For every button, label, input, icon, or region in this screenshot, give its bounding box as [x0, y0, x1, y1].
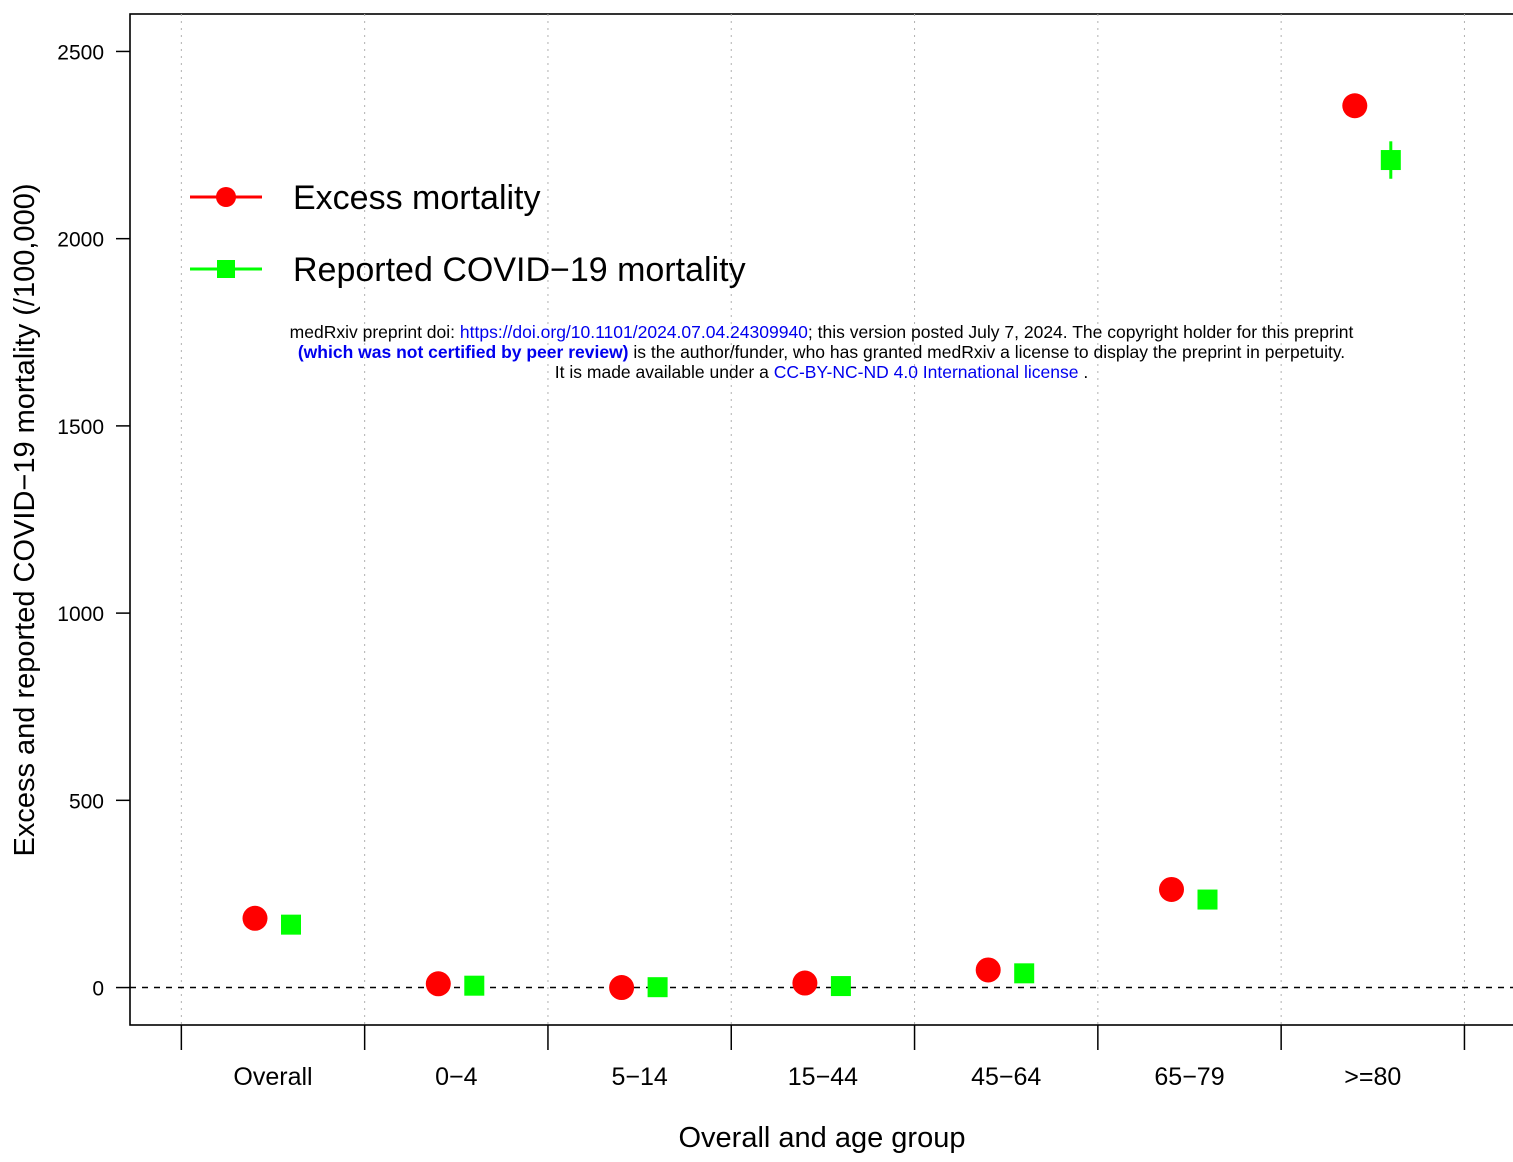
watermark-license-prefix: It is made available under a [554, 362, 774, 382]
excess-mortality-point [242, 905, 268, 931]
plot-frame [129, 13, 1513, 1026]
excess-mortality-point [425, 971, 451, 997]
x-tick-label: Overall [233, 1063, 312, 1091]
x-tick-label: 5−14 [611, 1063, 667, 1091]
legend-marker-reported [217, 260, 235, 278]
legend-label-excess: Excess mortality [293, 179, 541, 217]
y-tick-label: 0 [92, 978, 104, 1001]
x-tick-label: 15−44 [788, 1063, 858, 1091]
x-axis: Overall 0−4 5−14 15−44 45−64 65−79 >=80 [180, 1025, 1466, 1091]
watermark-license-link[interactable]: CC-BY-NC-ND 4.0 International license [773, 362, 1079, 382]
watermark-license-suffix: . [1078, 362, 1089, 382]
reported-mortality-point [464, 975, 485, 996]
watermark-peer-review-note: (which was not certified by peer review) [297, 342, 629, 362]
excess-mortality-point [975, 957, 1001, 983]
y-tick-label: 1000 [57, 603, 104, 626]
watermark-doi-prefix: medRxiv preprint doi: [289, 322, 460, 342]
data-series [242, 93, 1401, 1001]
watermark-license-text: is the author/funder, who has granted me… [628, 342, 1346, 362]
reported-mortality-point [1014, 963, 1035, 984]
excess-mortality-point [609, 975, 635, 1001]
y-axis-label: Excess and reported COVID−19 mortality (… [9, 184, 41, 857]
preprint-watermark: medRxiv preprint doi: https://doi.org/10… [130, 322, 1513, 382]
x-axis-label: Overall and age group [679, 1122, 966, 1154]
x-tick-label: 45−64 [971, 1063, 1041, 1091]
legend-label-reported: Reported COVID−19 mortality [293, 251, 746, 289]
x-tick-label: 65−79 [1154, 1063, 1224, 1091]
excess-mortality-point [1342, 93, 1368, 119]
watermark-copyright-text: ; this version posted July 7, 2024. The … [807, 322, 1354, 342]
grid-lines [180, 14, 1465, 1025]
y-axis: 0 500 1000 1500 2000 2500 [57, 41, 130, 1001]
y-tick-label: 1500 [57, 416, 104, 439]
x-tick-label: >=80 [1344, 1063, 1401, 1091]
y-tick-label: 2000 [57, 229, 104, 252]
y-tick-label: 500 [69, 790, 104, 813]
x-tick-label: 0−4 [435, 1063, 478, 1091]
watermark-line-2: (which was not certified by peer review)… [130, 342, 1513, 362]
reported-mortality-point [1380, 150, 1401, 171]
y-tick-label: 2500 [57, 41, 104, 64]
excess-mortality-point [1159, 876, 1184, 902]
watermark-line-3: It is made available under a CC-BY-NC-ND… [130, 362, 1513, 382]
reported-mortality-point [830, 976, 851, 997]
watermark-line-1: medRxiv preprint doi: https://doi.org/10… [130, 322, 1513, 342]
legend: Excess mortality Reported COVID−19 morta… [190, 179, 746, 289]
reported-mortality-point [281, 914, 301, 935]
reported-mortality-point [1197, 889, 1218, 910]
watermark-doi-link[interactable]: https://doi.org/10.1101/2024.07.04.24309… [459, 322, 808, 342]
legend-marker-excess [216, 187, 236, 207]
reported-mortality-point [647, 977, 668, 998]
excess-mortality-point [792, 970, 818, 996]
